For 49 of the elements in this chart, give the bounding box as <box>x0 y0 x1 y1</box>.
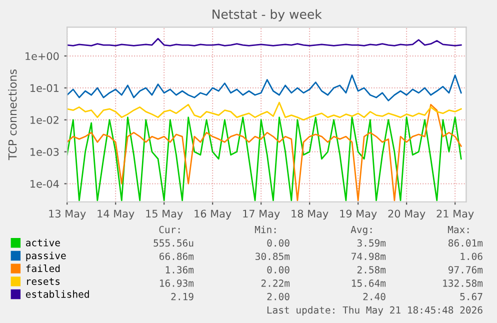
text: 74.98m <box>352 252 386 260</box>
y-tick-label: 1e-02 <box>30 116 58 124</box>
text: 0.00 <box>267 266 290 274</box>
y-tick-label: 1e-03 <box>30 148 59 156</box>
text: 86.01m <box>448 239 483 247</box>
text: 16.93m <box>160 280 194 287</box>
x-tick-label: 19 May <box>340 210 377 220</box>
text: 2.00 <box>267 292 290 300</box>
text: 2.58m <box>357 266 386 274</box>
y-tick-label: 1e+00 <box>26 52 59 60</box>
text: 1.06 <box>460 252 482 260</box>
text: 3.59m <box>357 239 386 247</box>
x-tick-label: 14 May <box>98 210 134 220</box>
text: Last update: Thu May 21 18:45:48 2026 <box>267 306 482 316</box>
text: 30.85m <box>256 252 290 260</box>
text: 97.76m <box>448 266 483 274</box>
legend-label: resets <box>27 278 60 285</box>
text: Avg: <box>350 226 372 236</box>
x-tick-label: 13 May <box>49 210 86 220</box>
text: 1.36m <box>166 266 194 274</box>
text: 132.58m <box>443 280 483 287</box>
x-tick-label: 18 May <box>292 210 328 220</box>
text: 2.19 <box>171 292 194 300</box>
line-series <box>67 102 462 121</box>
text: 0.00 <box>267 239 290 247</box>
legend-label: active <box>26 238 60 246</box>
text: 555.56u <box>154 239 194 247</box>
text: 2.22m <box>261 280 290 287</box>
line-series <box>67 74 462 102</box>
text: 2.40 <box>363 292 386 300</box>
line-series <box>67 38 462 46</box>
x-tick-label: 20 May <box>388 210 426 220</box>
text: Max: <box>448 226 469 234</box>
text: Min: <box>254 226 276 234</box>
chart-title: Netstat - by week <box>212 9 322 22</box>
y-tick-label: 1e-01 <box>30 84 58 92</box>
x-tick-label: 17 May <box>243 210 280 220</box>
text: Cur: <box>159 226 180 234</box>
x-tick-label: 15 May <box>146 210 183 220</box>
text: 5.67 <box>460 292 482 300</box>
text: 15.64m <box>352 280 386 287</box>
legend-label: passive <box>26 252 66 262</box>
legend-label: established <box>26 290 89 298</box>
text: 66.86m <box>160 252 194 260</box>
y-tick-label: 1e-04 <box>30 180 59 188</box>
y-axis-title: TCP connections <box>8 69 17 160</box>
x-tick-label: 21 May <box>436 210 474 220</box>
legend-label: failed <box>26 264 60 272</box>
x-tick-label: 16 May <box>194 210 232 220</box>
